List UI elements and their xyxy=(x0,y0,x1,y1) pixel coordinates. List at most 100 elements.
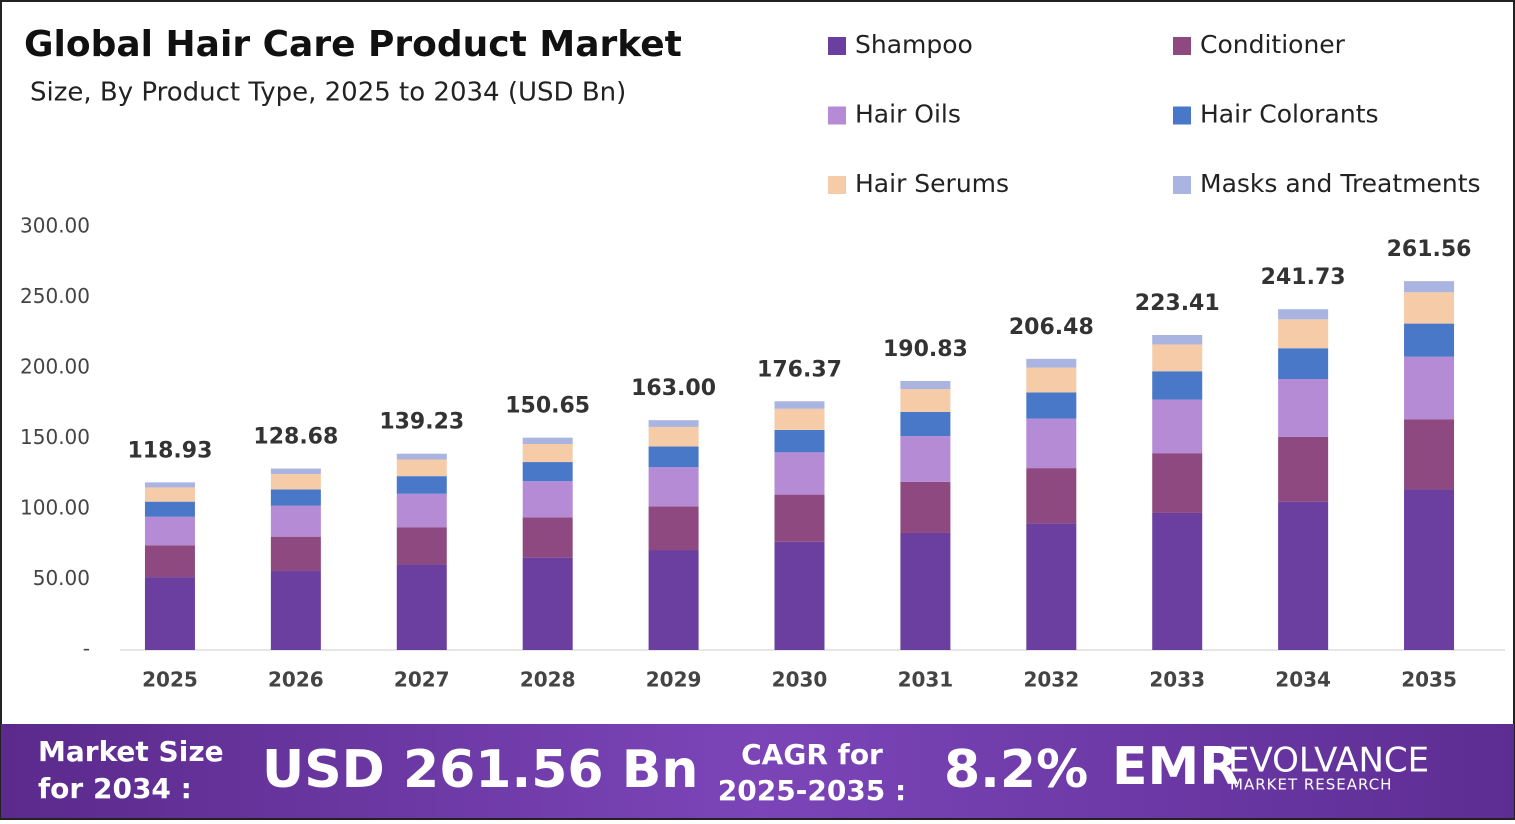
cagr-value: 8.2% xyxy=(944,740,1088,800)
total-label: 139.23 xyxy=(379,410,464,435)
bar-segment xyxy=(900,389,951,412)
bar-segment xyxy=(270,474,321,490)
bar-segment xyxy=(396,493,447,528)
bar-segment xyxy=(522,443,573,463)
x-tick-label: 2029 xyxy=(646,668,702,692)
y-tick-label: 250.00 xyxy=(20,284,90,308)
bar-segment xyxy=(1026,468,1077,524)
bar-segment xyxy=(1152,512,1203,650)
total-label: 118.93 xyxy=(128,438,213,463)
bar-segment xyxy=(1404,292,1455,324)
total-label: 190.83 xyxy=(883,337,968,362)
bar-segment xyxy=(1152,399,1203,454)
y-tick-label: 200.00 xyxy=(20,355,90,379)
bar-segment xyxy=(144,516,195,546)
bar-segment xyxy=(1026,392,1077,419)
x-tick-label: 2033 xyxy=(1149,668,1205,692)
bar-segment xyxy=(900,532,951,650)
legend-label: Shampoo xyxy=(855,30,973,59)
bar-segment xyxy=(144,487,195,502)
legend-label: Masks and Treatments xyxy=(1200,169,1481,198)
legend-swatch xyxy=(828,176,846,194)
size-value: USD 261.56 Bn xyxy=(262,740,698,800)
bar-segment xyxy=(648,420,699,427)
total-label: 176.37 xyxy=(757,357,842,382)
legend-label: Hair Serums xyxy=(855,169,1009,198)
bar-segment xyxy=(774,429,825,453)
bar-segment xyxy=(900,380,951,390)
bar-segment xyxy=(270,536,321,572)
bar-segment xyxy=(396,564,447,650)
bar-segment xyxy=(270,571,321,650)
total-label: 223.41 xyxy=(1135,291,1220,316)
bar-segment xyxy=(522,462,573,482)
bar-segment xyxy=(648,426,699,447)
bar-segment xyxy=(1152,371,1203,400)
bar-segment xyxy=(1152,453,1203,513)
bar-segment xyxy=(522,481,573,518)
bar-segment xyxy=(396,453,447,460)
bar-segment xyxy=(1152,344,1203,372)
bar-segment xyxy=(774,401,825,409)
bar-segment xyxy=(774,541,825,650)
bar-segment xyxy=(774,408,825,430)
x-tick-label: 2032 xyxy=(1023,668,1079,692)
x-tick-label: 2031 xyxy=(898,668,954,692)
x-tick-label: 2027 xyxy=(394,668,450,692)
bar-segment xyxy=(144,545,195,578)
bar-segment xyxy=(900,481,951,533)
bar-segment xyxy=(900,411,951,437)
bar-segment xyxy=(522,437,573,444)
bar-segment xyxy=(774,494,825,542)
bar-segment xyxy=(522,557,573,650)
x-tick-label: 2034 xyxy=(1275,668,1331,692)
bar-segment xyxy=(270,468,321,475)
chart-title: Global Hair Care Product Market xyxy=(24,24,682,65)
bar-segment xyxy=(144,577,195,650)
legend-swatch xyxy=(1173,106,1191,125)
bar-segment xyxy=(1278,378,1329,437)
bar-segment xyxy=(1404,356,1455,420)
total-label: 206.48 xyxy=(1009,315,1094,340)
legend-label: Hair Colorants xyxy=(1200,100,1379,129)
y-tick-label: - xyxy=(83,637,90,661)
bar-segment xyxy=(648,550,699,650)
bar-segment xyxy=(1026,358,1077,368)
bar-segment xyxy=(522,517,573,558)
size-label: for 2034 : xyxy=(38,772,192,805)
legend-label: Hair Oils xyxy=(855,100,961,129)
bar-segment xyxy=(648,446,699,468)
bar-segment xyxy=(270,505,321,537)
cagr-label: CAGR for xyxy=(741,738,883,771)
y-tick-label: 50.00 xyxy=(33,566,90,590)
y-tick-label: 100.00 xyxy=(20,496,90,520)
bar-segment xyxy=(1404,419,1455,490)
bar-segment xyxy=(1404,489,1455,650)
size-label: Market Size xyxy=(38,735,224,768)
bar-segment xyxy=(774,452,825,495)
y-tick-label: 150.00 xyxy=(20,425,90,449)
legend-swatch xyxy=(1173,37,1191,55)
x-tick-label: 2035 xyxy=(1401,668,1457,692)
total-label: 128.68 xyxy=(253,425,338,450)
total-label: 261.56 xyxy=(1387,237,1472,262)
footer-band xyxy=(1,724,1514,818)
logo-name: EVOLVANCE xyxy=(1228,741,1429,781)
bar-segment xyxy=(144,501,195,517)
x-tick-label: 2026 xyxy=(268,668,324,692)
x-tick-label: 2030 xyxy=(772,668,828,692)
bar-segment xyxy=(1026,367,1077,393)
bar-segment xyxy=(270,489,321,506)
logo-tagline: MARKET RESEARCH xyxy=(1230,776,1392,794)
logo-mark: EMR xyxy=(1112,737,1239,797)
bar-segment xyxy=(396,476,447,494)
cagr-label: 2025-2035 : xyxy=(718,774,906,807)
bar-segment xyxy=(1278,501,1329,650)
legend-swatch xyxy=(828,106,846,125)
bar-segment xyxy=(144,482,195,488)
legend-swatch xyxy=(828,37,846,55)
bar-segment xyxy=(1404,323,1455,357)
bar-segment xyxy=(648,506,699,551)
bar-segment xyxy=(1404,281,1455,293)
